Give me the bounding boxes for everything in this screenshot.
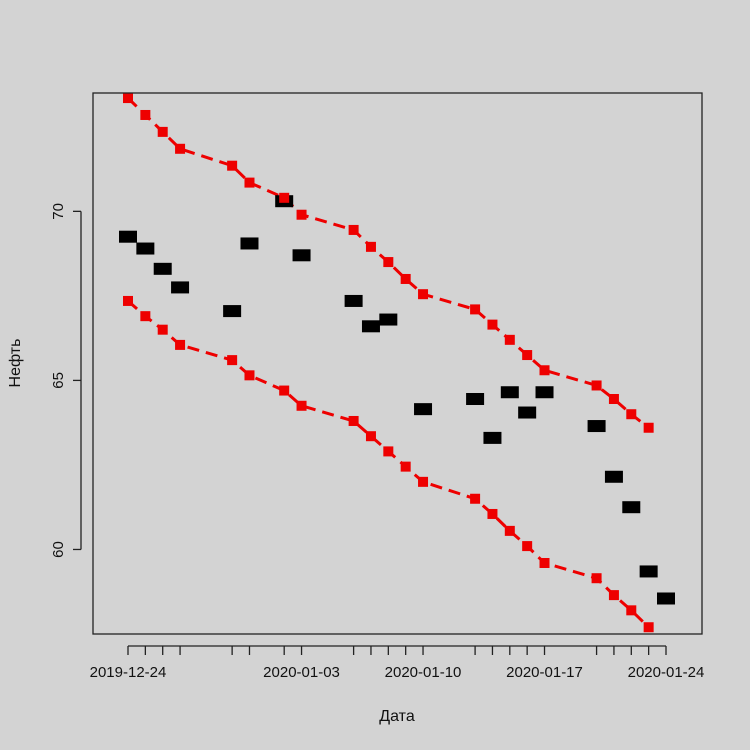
observed-point [119,230,137,243]
lower_band-point [470,493,481,504]
upper_band-point [140,109,151,120]
x-tick-label: 2020-01-03 [263,664,340,681]
lower_band-point [643,622,654,633]
observed-point [587,420,606,433]
upper_band-line [126,96,650,429]
lower_band-point [279,385,290,396]
upper_band-point [123,93,133,104]
observed-point [657,592,675,605]
y-tick-label: 60 [50,541,67,558]
observed-point [414,403,433,416]
x-tick-label: 2020-01-24 [628,664,705,681]
lower_band-point [348,415,359,426]
observed-point [223,305,242,318]
y-tick-label: 65 [50,372,67,389]
observed-point [604,470,623,483]
lower_band-point [539,557,550,568]
upper_band-point [244,177,255,188]
x-axis-title: Дата [379,708,415,725]
lower_band-point [227,355,238,366]
observed-point [535,386,554,399]
upper_band-point [418,289,429,300]
x-axis: 2019-12-24 2020-01-03 2020-01-10 2020-01-17… [90,645,705,681]
observed-point [344,294,363,307]
lower_band-point [591,573,602,584]
lower_band-point [383,446,394,457]
upper_band-point [504,334,515,345]
upper_band-point [487,319,498,330]
lower_band-point [504,525,515,536]
observed-point [483,431,502,444]
lower_band-point [522,541,533,552]
y-axis: 60 65 70 [50,203,82,558]
upper_band-point [400,273,411,284]
observed-point [153,262,172,275]
lower_band-point [418,476,429,487]
plot-frame [92,92,703,635]
lower_band-point [175,339,186,350]
lower_band-point [400,461,411,472]
lower_band-point [244,370,255,381]
upper_band-point [470,304,481,315]
lower_band-line [127,299,650,629]
upper_band-point [365,241,376,252]
upper_band-point [383,257,394,268]
observed-point [379,313,398,326]
observed-point [639,565,658,578]
upper_band-point [626,409,637,420]
upper_band-point [279,192,290,203]
upper_band-point [296,209,307,220]
upper_band-point [591,380,602,391]
y-axis-title: Нефть [7,339,24,388]
observed-point [622,501,641,514]
observed-point [500,386,519,399]
x-tick-label: 2020-01-17 [506,664,583,681]
upper_band-point [157,126,168,137]
lower_band-point [608,590,619,601]
lower_band-point [157,324,168,335]
points-layer [119,93,675,633]
upper_band-point [608,394,619,405]
upper_band-point [348,224,359,235]
observed-point [136,242,155,255]
lower_band-point [140,311,151,322]
observed-point [466,393,485,406]
lower_band-point [296,400,307,411]
lower_band-point [626,605,637,616]
x-tick-label: 2019-12-24 [90,664,167,681]
upper_band-point [175,143,186,154]
observed-point [518,406,537,419]
observed-point [240,237,259,250]
y-tick-label: 70 [50,203,67,220]
upper_band-point [227,160,238,171]
observed-point [361,320,380,333]
observed-point [171,281,190,294]
upper_band-point [522,350,533,361]
upper_band-point [539,365,550,376]
observed-point [292,249,311,262]
lower_band-point [487,508,498,519]
lower_band-point [123,295,133,306]
upper_band-point [643,422,654,433]
band-lines-layer [126,96,650,629]
lower_band-point [365,431,376,442]
x-tick-label: 2020-01-10 [385,664,462,681]
